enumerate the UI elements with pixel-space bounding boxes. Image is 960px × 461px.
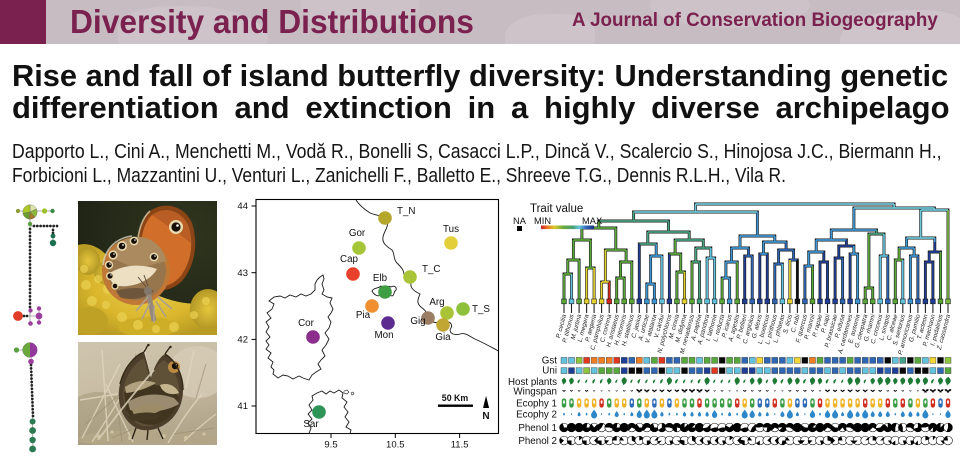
svg-text:41: 41 — [237, 401, 248, 412]
svg-text:50 Km: 50 Km — [442, 393, 469, 403]
svg-text:Gor: Gor — [349, 228, 366, 239]
svg-text:MAX: MAX — [582, 216, 602, 226]
svg-text:Cor: Cor — [298, 318, 315, 329]
svg-text:MIN: MIN — [534, 216, 551, 226]
svg-text:P. napi: P. napi — [820, 313, 832, 334]
svg-text:Ecophy 2: Ecophy 2 — [516, 409, 557, 420]
svg-text:9.5: 9.5 — [324, 440, 337, 451]
svg-text:N: N — [482, 411, 489, 422]
svg-text:43: 43 — [237, 268, 248, 279]
svg-text:Phenol 1: Phenol 1 — [518, 423, 557, 434]
svg-text:Pia: Pia — [356, 310, 371, 321]
svg-text:Phenol 2: Phenol 2 — [518, 436, 557, 447]
svg-text:Trait value: Trait value — [530, 203, 583, 215]
svg-text:Mon: Mon — [374, 330, 393, 341]
svg-text:Host plants: Host plants — [508, 377, 557, 388]
svg-text:T_S: T_S — [472, 304, 490, 315]
svg-text:10.5: 10.5 — [386, 440, 405, 451]
svg-text:Gst: Gst — [542, 355, 558, 366]
svg-text:NA: NA — [513, 216, 527, 226]
svg-text:Elb: Elb — [373, 273, 388, 284]
svg-text:T_N: T_N — [397, 206, 416, 217]
svg-text:42: 42 — [237, 335, 248, 346]
svg-text:Gia: Gia — [435, 332, 451, 343]
svg-text:C. rubi: C. rubi — [790, 313, 802, 333]
svg-text:Gig: Gig — [410, 316, 425, 327]
svg-text:11.5: 11.5 — [451, 440, 469, 451]
svg-text:Cap: Cap — [340, 254, 359, 265]
svg-text:Sar: Sar — [303, 419, 319, 430]
svg-text:Uni: Uni — [542, 366, 557, 377]
svg-text:Wingspan: Wingspan — [513, 386, 557, 397]
svg-text:Tus: Tus — [443, 224, 459, 235]
svg-text:Arg: Arg — [429, 297, 444, 308]
svg-text:T_C: T_C — [422, 264, 441, 275]
svg-text:Ecophy 1: Ecophy 1 — [516, 398, 557, 409]
svg-text:44: 44 — [237, 201, 248, 212]
